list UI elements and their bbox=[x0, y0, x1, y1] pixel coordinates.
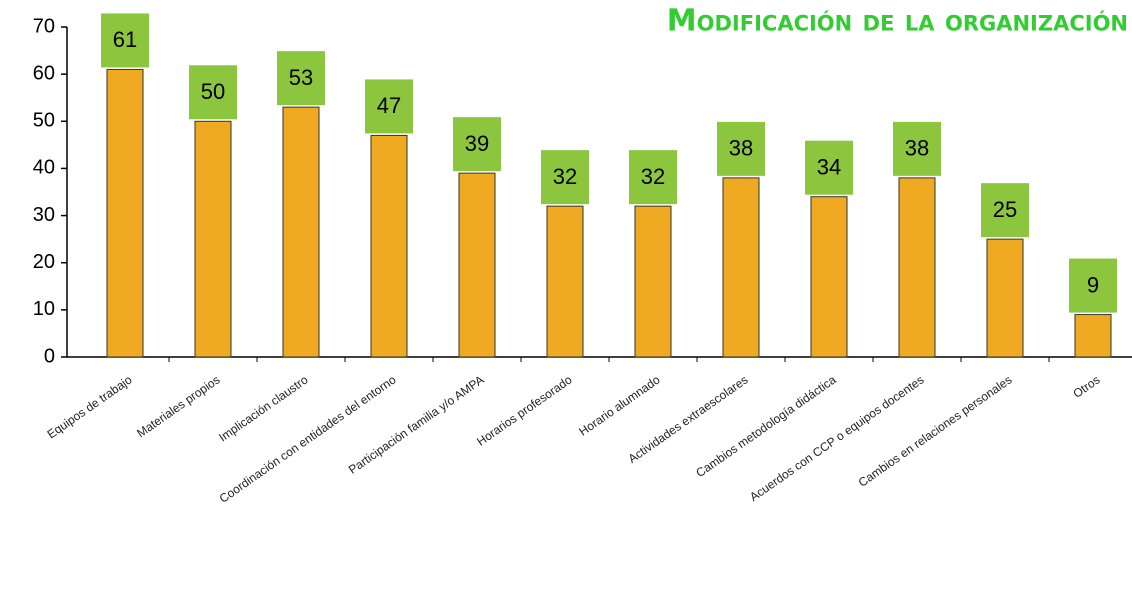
value-label: 32 bbox=[641, 164, 665, 189]
value-label: 50 bbox=[201, 79, 225, 104]
y-tick-label: 20 bbox=[33, 251, 55, 273]
x-tick-label: Otros bbox=[1070, 373, 1102, 401]
bar bbox=[106, 68, 144, 358]
value-label-box bbox=[893, 121, 941, 176]
x-tick-label: Cambios metodología didáctica bbox=[693, 372, 838, 480]
bar bbox=[722, 177, 760, 358]
value-label-box bbox=[277, 51, 325, 106]
value-label: 47 bbox=[377, 93, 401, 118]
bar bbox=[546, 205, 584, 358]
bar bbox=[898, 177, 936, 358]
value-label: 25 bbox=[993, 197, 1017, 222]
bar bbox=[1074, 314, 1112, 358]
x-tick-label: Materiales propios bbox=[134, 373, 222, 441]
value-label-box bbox=[365, 79, 413, 134]
x-tick-label: Equipos de trabajo bbox=[45, 372, 135, 441]
y-tick-label: 30 bbox=[33, 204, 55, 226]
y-tick-label: 70 bbox=[33, 15, 55, 37]
value-label-box bbox=[805, 140, 853, 195]
value-label: 39 bbox=[465, 131, 489, 156]
value-label: 53 bbox=[289, 65, 313, 90]
value-label: 32 bbox=[553, 164, 577, 189]
y-tick-label: 0 bbox=[44, 345, 55, 367]
y-tick-label: 50 bbox=[33, 110, 55, 132]
bar bbox=[634, 205, 672, 358]
value-label-box bbox=[981, 183, 1029, 238]
value-label: 34 bbox=[817, 155, 841, 180]
bar bbox=[458, 172, 496, 358]
bar bbox=[810, 196, 848, 358]
x-tick-label: Coordinación con entidades del entorno bbox=[217, 372, 399, 505]
value-label: 38 bbox=[905, 136, 929, 161]
x-tick-label: Horario alumnado bbox=[576, 372, 662, 438]
y-tick-label: 10 bbox=[33, 298, 55, 320]
value-label-box bbox=[1069, 258, 1117, 313]
bar bbox=[986, 238, 1024, 358]
value-label-box bbox=[541, 150, 589, 205]
value-label: 38 bbox=[729, 136, 753, 161]
y-tick-label: 60 bbox=[33, 62, 55, 84]
x-tick-label: Implicación claustro bbox=[216, 372, 311, 444]
bar bbox=[370, 134, 408, 358]
value-label-box bbox=[453, 117, 501, 172]
value-label: 61 bbox=[113, 27, 137, 52]
x-tick-label: Acuerdos con CCP o equipos docentes bbox=[747, 373, 926, 504]
value-label-box bbox=[717, 121, 765, 176]
bar bbox=[194, 120, 232, 358]
y-tick-label: 40 bbox=[33, 157, 55, 179]
x-tick-label: Cambios en relaciones personales bbox=[856, 373, 1015, 490]
value-label-box bbox=[629, 150, 677, 205]
chart-title: Modificación de la organización bbox=[667, 4, 1128, 39]
value-label: 9 bbox=[1087, 272, 1099, 297]
x-tick-label: Horarios profesorado bbox=[474, 372, 575, 448]
value-label-box bbox=[101, 13, 149, 68]
value-label-box bbox=[189, 65, 237, 120]
bar bbox=[282, 106, 320, 358]
